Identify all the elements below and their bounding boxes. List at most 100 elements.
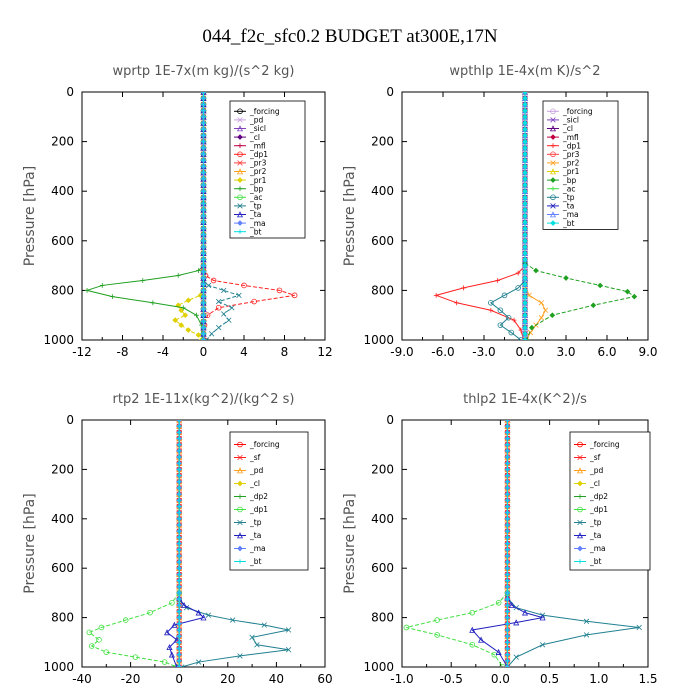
x-tick-label: 1.5 <box>638 672 657 686</box>
x-tick-label: 0 <box>175 672 183 686</box>
legend-entry: _forcing <box>249 440 280 449</box>
y-axis-label: Pressure [hPa] <box>22 493 38 593</box>
series-markers-bt <box>505 420 510 667</box>
y-tick-label: 800 <box>51 283 74 297</box>
series-line-dp1 <box>203 253 295 340</box>
legend-entry: _pd <box>249 116 264 125</box>
legend-entry: _mfl <box>249 141 266 150</box>
legend-entry: _bp <box>249 184 264 193</box>
y-tick-label: 200 <box>371 135 394 149</box>
x-tick-label: 0.0 <box>491 672 510 686</box>
y-axis-label: Pressure [hPa] <box>22 166 38 266</box>
x-tick-label: 6.0 <box>597 345 616 359</box>
y-tick-label: 600 <box>51 561 74 575</box>
legend-entry: _ac <box>249 193 262 202</box>
x-tick-label: 12 <box>317 345 332 359</box>
series-group <box>84 92 298 340</box>
legend-entry: _pd <box>249 466 264 475</box>
legend: _forcing_sicl_cl_mfl_dp1_pr3_pr2_pr1_bp_… <box>542 100 619 230</box>
legend-entry: _dp1 <box>249 505 268 514</box>
series-group <box>433 92 638 340</box>
legend-entry: _bt <box>562 219 575 228</box>
y-axis-label: Pressure [hPa] <box>342 493 358 593</box>
series-markers-tp <box>200 277 242 340</box>
legend-entry: _ma <box>249 219 266 228</box>
chart-panel-4: thlp2 1E-4x(K^2)/s Pressure [hPa] -1.0 -0.5… <box>342 392 658 686</box>
x-tick-label: 0 <box>200 345 208 359</box>
series-line-tp <box>489 280 526 340</box>
legend-entry: _pr1 <box>562 167 580 176</box>
series-markers-ta <box>469 594 546 667</box>
x-tick-label: -0.5 <box>439 672 462 686</box>
legend-entry: _ta <box>562 202 574 211</box>
legend-entry: _forcing <box>249 107 280 116</box>
y-tick-label: 400 <box>371 512 394 526</box>
legend-entry: _pr3 <box>249 159 267 168</box>
legend-box <box>569 431 651 571</box>
chart-panel-2: wpthlp 1E-4x(m K)/s^2 Pressure [hPa] -9.0 -… <box>342 64 658 359</box>
legend-entry: _bp <box>562 176 577 185</box>
legend-entry: _bt <box>249 227 262 236</box>
series-line-pr2 <box>524 285 547 340</box>
legend-entry: _sf <box>589 453 601 462</box>
chart-panel-3: rtp2 1E-11x(kg^2)/(kg^2 s) Pressure [hPa]… <box>22 392 333 686</box>
legend-entry: _dp2 <box>249 492 268 501</box>
legend-entry: _ac <box>562 184 575 193</box>
chart-panel-1: wprtp 1E-7x(m kg)/(s^2 kg) Pressure [hPa]… <box>22 64 333 359</box>
series-markers-tp <box>504 595 642 667</box>
x-tick-label: -8 <box>117 345 129 359</box>
x-tick-label: 60 <box>317 672 332 686</box>
legend-entry: _pr3 <box>562 150 580 159</box>
legend-entry: _bt <box>589 557 602 566</box>
x-tick-label: 9.0 <box>638 345 657 359</box>
panel-title: thlp2 1E-4x(K^2)/s <box>463 392 587 407</box>
series-markers-bt <box>522 92 528 340</box>
series-line-ta <box>471 597 543 667</box>
series-group <box>403 420 642 667</box>
legend-entry: _pr1 <box>249 176 267 185</box>
legend-entry: _tp <box>562 193 575 202</box>
x-tick-label: -4 <box>157 345 169 359</box>
y-axis-label: Pressure [hPa] <box>342 166 358 266</box>
series-line-dp1 <box>434 265 526 340</box>
series-line-bp <box>85 265 204 340</box>
series-line-tp <box>203 280 241 340</box>
legend-entry: _dp1 <box>249 150 268 159</box>
y-tick-label: 1000 <box>363 660 394 674</box>
x-tick-label: 4 <box>240 345 248 359</box>
x-tick-label: -1.0 <box>390 672 413 686</box>
legend-box <box>229 431 309 571</box>
y-tick-label: 1000 <box>43 333 74 347</box>
y-tick-label: 200 <box>51 462 74 476</box>
legend-entry: _sicl <box>249 124 266 133</box>
x-tick-label: -6.0 <box>431 345 454 359</box>
panel-title: wpthlp 1E-4x(m K)/s^2 <box>449 64 600 79</box>
y-tick-label: 0 <box>66 85 74 99</box>
y-tick-label: 1000 <box>363 333 394 347</box>
legend-entry: _tp <box>249 518 262 527</box>
x-tick-label: -9.0 <box>390 345 413 359</box>
series-line-dp1 <box>406 592 508 667</box>
y-tick-label: 600 <box>371 561 394 575</box>
series-line-tp <box>507 597 640 667</box>
y-tick-label: 400 <box>51 184 74 198</box>
panel-title: wprtp 1E-7x(m kg)/(s^2 kg) <box>113 64 295 79</box>
series-markers-dp1 <box>200 250 298 340</box>
x-tick-label: 1.0 <box>589 672 608 686</box>
y-tick-label: 0 <box>386 85 394 99</box>
y-tick-label: 800 <box>51 611 74 625</box>
legend-entry: _tp <box>589 518 602 527</box>
legend-entry: _ma <box>249 544 266 553</box>
legend-entry: _cl <box>589 479 600 488</box>
x-tick-label: -40 <box>72 672 92 686</box>
series-markers-tp <box>176 597 292 667</box>
series-line-pr1 <box>174 285 204 340</box>
legend: _forcing _sf _pd _cl _dp2 _dp1 _tp _ta _ma _bt <box>229 431 309 571</box>
series-markers-dp1 <box>86 590 183 667</box>
y-tick-label: 200 <box>371 462 394 476</box>
legend-entry: _cl <box>249 133 260 142</box>
x-tick-label: 3.0 <box>556 345 575 359</box>
x-tick-label: -12 <box>72 345 92 359</box>
y-tick-label: 600 <box>51 234 74 248</box>
legend-entry: _mfl <box>562 133 579 142</box>
